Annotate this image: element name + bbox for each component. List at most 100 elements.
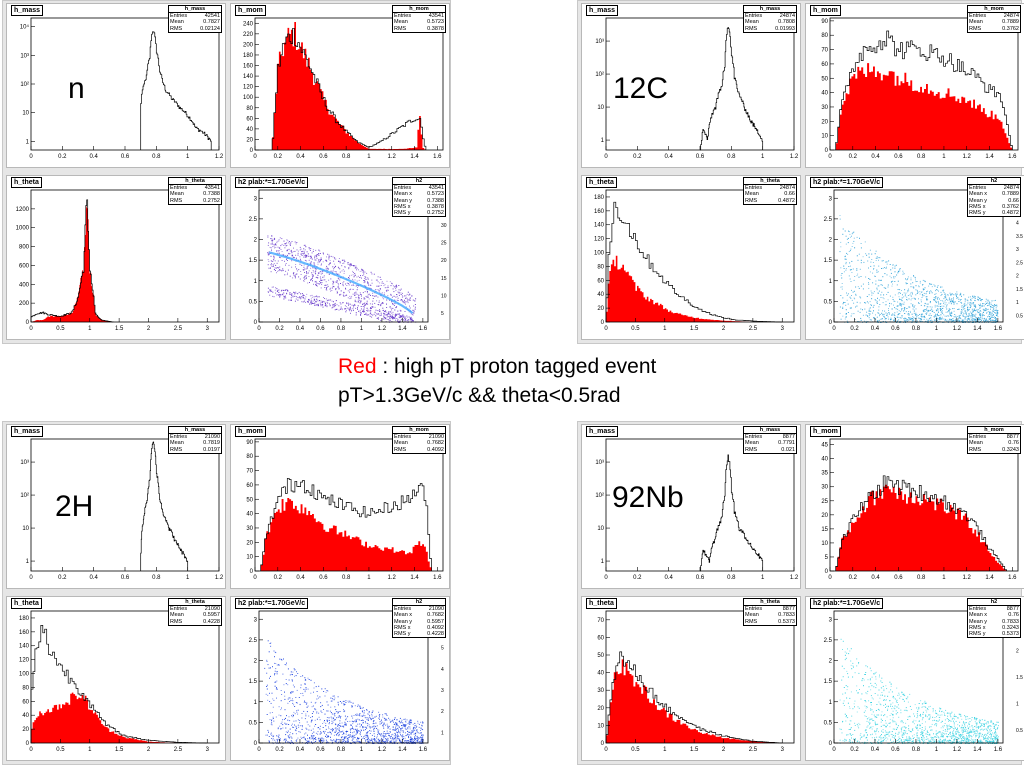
scatter-point	[393, 286, 395, 288]
scatter-point	[846, 238, 848, 240]
plot-frame	[829, 17, 1019, 151]
scatter-point	[392, 720, 394, 722]
scatter-point	[334, 304, 336, 306]
scatter-point	[949, 732, 950, 734]
scatter-point	[325, 725, 327, 727]
scatter-point	[880, 279, 882, 281]
scatter-point	[288, 741, 290, 743]
stats-row: Mean 0.7682	[393, 440, 445, 446]
scatter-point	[410, 739, 412, 741]
scatter-point	[402, 731, 404, 733]
scatter-point	[280, 728, 281, 730]
scatter-point	[387, 732, 389, 734]
scatter-point	[392, 303, 393, 304]
scatter-point	[894, 317, 896, 319]
scatter-point	[382, 716, 384, 718]
scatter-point	[339, 308, 341, 310]
stats-value: 24874	[1003, 13, 1019, 20]
scatter-point	[333, 719, 335, 721]
scatter-point	[312, 275, 314, 277]
stats-title: h2	[968, 178, 1020, 186]
scatter-point	[961, 305, 963, 306]
scatter-point	[416, 735, 418, 737]
scatter-point	[932, 310, 934, 312]
scatter-point	[374, 738, 376, 740]
scatter-point	[335, 729, 337, 731]
stats-box: h_theta Entries 24874 Mean 0.66 RMS 0.4872	[743, 177, 797, 205]
scatter-point	[411, 320, 413, 322]
scatter-point	[883, 260, 884, 262]
scatter-point	[275, 671, 277, 673]
scatter-point	[287, 684, 289, 686]
scatter-point	[907, 291, 909, 293]
scatter-point	[930, 319, 932, 321]
scatter-point	[347, 262, 349, 264]
scatter-point	[335, 711, 337, 713]
scatter-point	[923, 309, 925, 311]
scatter-point	[915, 279, 916, 281]
stats-row: Mean y 0.5957	[393, 619, 445, 625]
scatter-point	[266, 688, 268, 690]
scatter-point	[318, 284, 320, 285]
scatter-point	[343, 703, 345, 705]
scatter-point	[354, 299, 356, 301]
scatter-point	[914, 317, 916, 319]
scatter-point	[306, 272, 308, 274]
scatter-point	[378, 740, 380, 742]
x-tick-label: 1.5	[115, 747, 124, 753]
scatter-point	[401, 735, 403, 737]
scatter-point	[287, 668, 289, 670]
scatter-point	[283, 289, 285, 291]
scatter-point	[390, 294, 392, 296]
color-scale-tick: 5	[441, 311, 444, 317]
scatter-point	[302, 295, 304, 297]
scatter-point	[335, 308, 337, 310]
scatter-point	[933, 284, 935, 286]
stats-key: RMS	[969, 446, 982, 453]
scatter-point	[973, 308, 975, 310]
stats-row: Entries 8877	[744, 434, 796, 440]
scatter-point	[347, 700, 349, 702]
scatter-point	[403, 738, 404, 739]
scatter-point	[337, 277, 339, 279]
scatter-point	[928, 317, 930, 319]
scatter-point	[980, 306, 982, 308]
scatter-point	[416, 737, 418, 739]
scatter-point	[855, 286, 857, 288]
scatter-point	[363, 270, 365, 272]
scatter-point	[348, 308, 350, 310]
scatter-point	[924, 305, 926, 307]
scatter-point	[325, 728, 327, 730]
x-tick-label: 1	[367, 575, 371, 581]
x-tick-label: 2.5	[749, 326, 758, 332]
scatter-point	[339, 302, 341, 304]
scatter-point	[936, 286, 938, 288]
scatter-point	[398, 721, 400, 723]
x-tick-label: 0	[832, 326, 836, 332]
scatter-point	[323, 740, 325, 742]
scatter-point	[313, 687, 315, 689]
scatter-point	[419, 743, 421, 744]
scatter-point	[360, 312, 362, 314]
x-tick-label: 0	[828, 154, 832, 160]
scatter-point	[338, 273, 340, 275]
scatter-point	[346, 282, 348, 284]
scatter-point	[315, 268, 317, 270]
scatter-point	[340, 731, 342, 733]
scatter-point	[366, 292, 368, 294]
scatter-point	[341, 731, 343, 733]
scatter-point	[351, 284, 353, 286]
stats-title: h_theta	[169, 178, 221, 186]
scatter-point	[878, 290, 880, 292]
scatter-point	[353, 728, 355, 730]
scatter-point	[289, 674, 291, 676]
scatter-point	[929, 313, 931, 315]
scatter-point	[956, 291, 958, 293]
x-tick-label: 0.4	[664, 575, 673, 581]
scatter-point	[334, 267, 336, 269]
scatter-point	[937, 296, 939, 298]
scatter-point	[350, 263, 351, 265]
scatter-point	[345, 741, 347, 743]
scatter-point	[899, 289, 901, 291]
scatter-point	[333, 301, 334, 303]
